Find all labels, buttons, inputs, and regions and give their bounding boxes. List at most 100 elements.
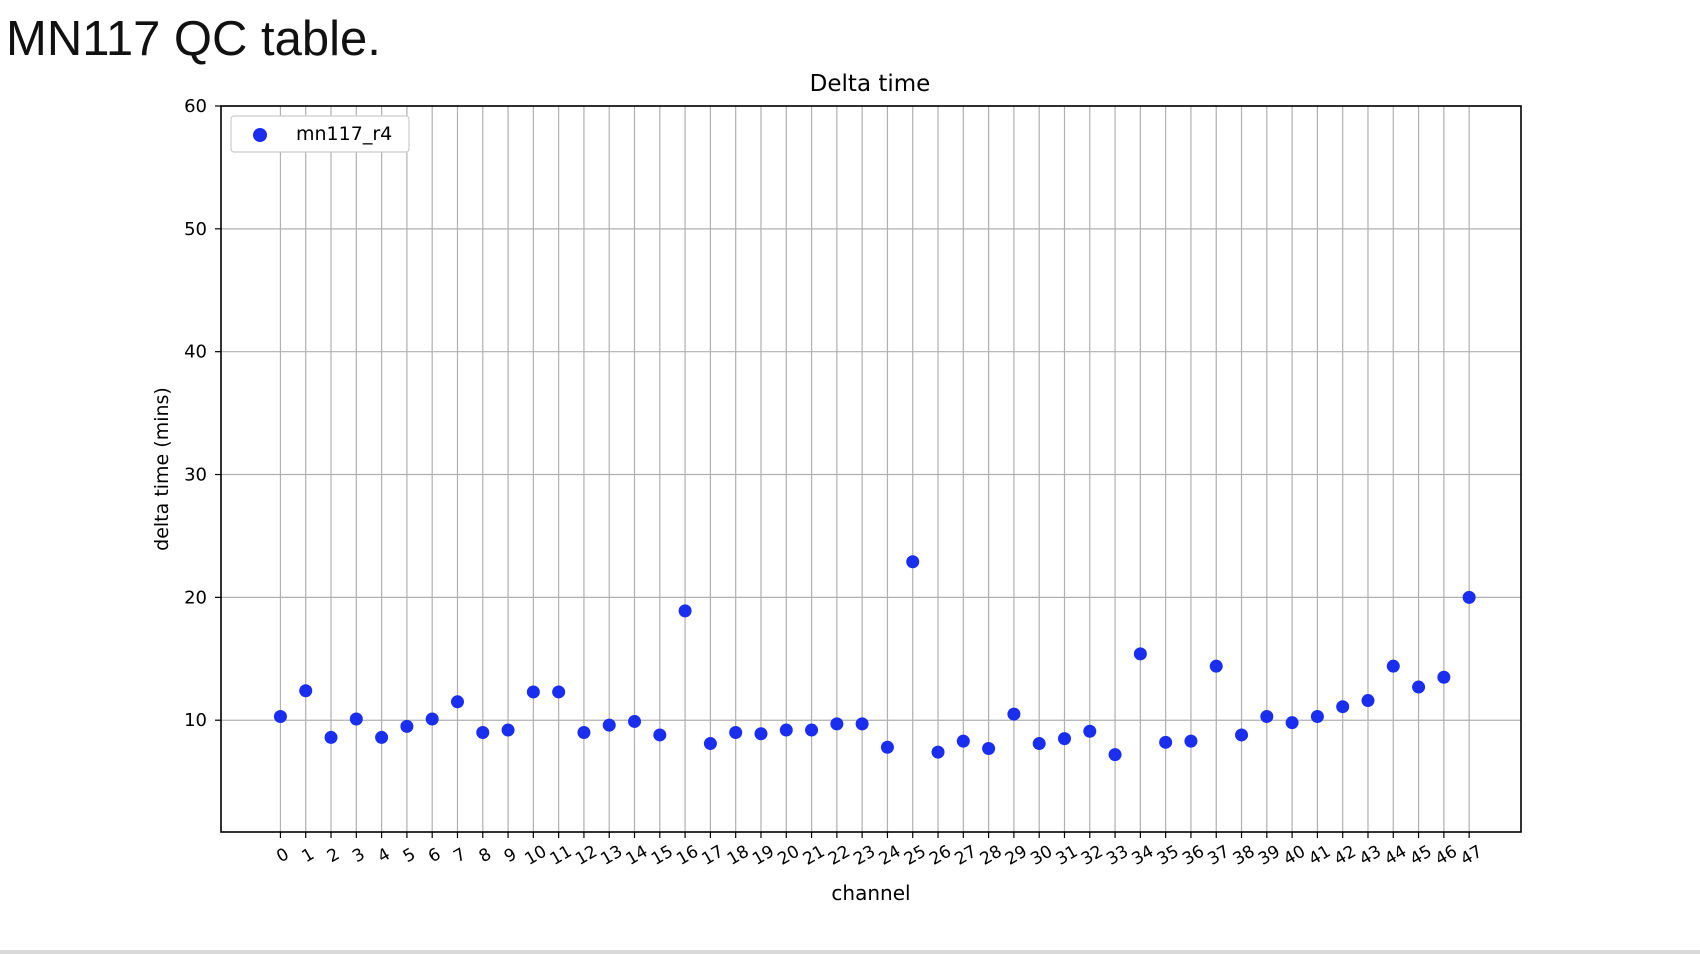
data-point (830, 717, 844, 731)
y-tick-label: 10 (184, 710, 207, 731)
x-tick-label: 36 (1179, 842, 1208, 870)
x-tick-label: 11 (547, 842, 576, 870)
data-point (1108, 748, 1122, 762)
x-tick-label: 3 (349, 844, 368, 867)
data-point (855, 717, 869, 731)
data-point (1057, 732, 1071, 746)
x-tick-label: 22 (825, 842, 854, 870)
x-tick-label: 8 (476, 844, 495, 867)
data-point (1159, 735, 1173, 749)
data-point (653, 728, 667, 742)
x-tick-label: 34 (1128, 842, 1157, 870)
data-point (779, 723, 793, 737)
x-tick-label: 32 (1078, 842, 1107, 870)
y-tick-label: 30 (184, 465, 207, 486)
x-tick-label: 46 (1432, 842, 1461, 870)
data-point (1361, 694, 1375, 708)
data-point (1209, 659, 1223, 673)
x-tick-label: 30 (1027, 842, 1056, 870)
x-tick-label: 13 (597, 842, 626, 870)
x-tick-label: 47 (1457, 842, 1486, 870)
x-tick-label: 7 (450, 844, 469, 867)
data-point (349, 712, 363, 726)
data-point (577, 725, 591, 739)
data-point (1184, 734, 1198, 748)
legend: mn117_r4 (230, 115, 410, 153)
data-point (324, 730, 338, 744)
data-point (628, 714, 642, 728)
data-point (1007, 707, 1021, 721)
x-tick-label: 20 (774, 842, 803, 870)
data-point (1412, 680, 1426, 694)
data-point (880, 740, 894, 754)
data-point (805, 723, 819, 737)
data-point (1386, 659, 1400, 673)
x-axis-label: channel (831, 881, 910, 905)
data-point (1285, 716, 1299, 730)
x-tick-label: 16 (673, 842, 702, 870)
x-tick-label: 12 (572, 842, 601, 870)
x-tick-label: 42 (1331, 842, 1360, 870)
x-tick-label: 4 (374, 844, 393, 867)
x-tick-label: 45 (1407, 842, 1436, 870)
x-tick-label: 18 (724, 842, 753, 870)
x-tick-label: 41 (1306, 842, 1335, 870)
x-tick-label: 40 (1280, 842, 1309, 870)
y-tick-label: 40 (184, 342, 207, 363)
x-tick-label: 17 (699, 842, 728, 870)
x-tick-label: 5 (400, 844, 419, 867)
x-tick-label: 37 (1204, 842, 1233, 870)
chart-title: Delta time (810, 71, 931, 97)
data-point (906, 555, 920, 569)
data-point (552, 685, 566, 699)
x-tick-label: 21 (800, 842, 829, 870)
x-tick-label: 38 (1230, 842, 1259, 870)
data-point (273, 710, 287, 724)
data-point (678, 604, 692, 618)
x-tick-label: 14 (623, 842, 652, 870)
slide-bottom-border (0, 950, 1700, 954)
x-tick-label: 44 (1381, 842, 1410, 870)
data-point (754, 727, 768, 741)
x-tick-label: 43 (1356, 842, 1385, 870)
data-point (1133, 647, 1147, 661)
data-point (982, 741, 996, 755)
legend-box (230, 115, 410, 153)
data-point (1032, 737, 1046, 751)
x-ticks: 0 1 2 3 4 5 6 7 8 9 101112131415161718192021222324… (273, 832, 1486, 870)
y-axis-label: delta time (mins) (151, 387, 173, 551)
x-tick-label: 27 (951, 842, 980, 870)
x-tick-label: 15 (648, 842, 677, 870)
y-tick-label: 50 (184, 219, 207, 240)
data-point (425, 712, 439, 726)
data-point (1437, 670, 1451, 684)
x-tick-label: 33 (1103, 842, 1132, 870)
x-tick-label: 29 (1002, 842, 1031, 870)
data-point (299, 684, 313, 698)
grid-lines (221, 105, 1521, 832)
data-point (602, 718, 616, 732)
data-point (501, 723, 515, 737)
x-tick-label: 23 (850, 842, 879, 870)
data-point (1462, 590, 1476, 604)
legend-label: mn117_r4 (296, 123, 392, 145)
data-point (526, 685, 540, 699)
data-point (1336, 700, 1350, 714)
x-tick-label: 28 (977, 842, 1006, 870)
data-point (956, 734, 970, 748)
x-tick-label: 0 (273, 844, 292, 867)
data-point (703, 737, 717, 751)
data-point (476, 725, 490, 739)
x-tick-label: 1 (299, 844, 318, 867)
x-tick-label: 9 (501, 844, 520, 867)
data-point (931, 745, 945, 759)
legend-marker (253, 128, 267, 142)
data-point (1310, 710, 1324, 724)
x-tick-label: 31 (1053, 842, 1082, 870)
x-tick-label: 2 (324, 844, 343, 867)
x-tick-label: 35 (1154, 842, 1183, 870)
y-tick-label: 20 (184, 587, 207, 608)
x-tick-label: 39 (1255, 842, 1284, 870)
x-tick-label: 10 (521, 842, 550, 870)
